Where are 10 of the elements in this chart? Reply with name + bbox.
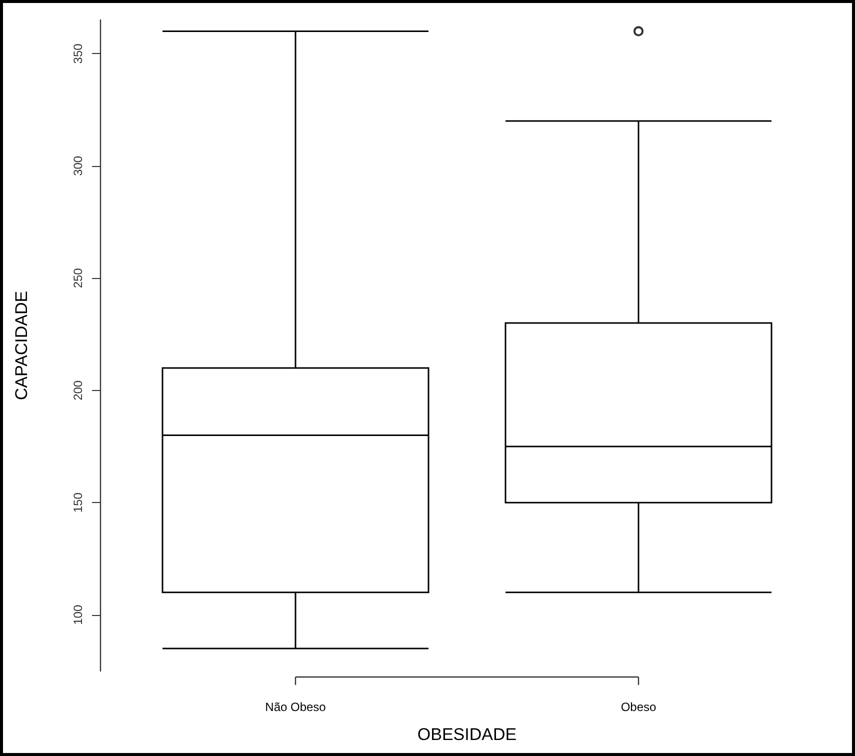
y-tick-label: 300 <box>71 156 85 176</box>
x-axis-title: OBESIDADE <box>417 725 517 744</box>
y-axis-title: CAPACIDADE <box>12 290 31 400</box>
y-tick-label: 350 <box>71 43 85 64</box>
y-tick-label: 200 <box>71 380 85 400</box>
y-tick-label: 100 <box>71 604 85 625</box>
x-tick-label: Não Obeso <box>265 700 326 714</box>
y-tick-label: 150 <box>71 492 85 513</box>
x-tick-label: Obeso <box>620 700 656 714</box>
y-tick-label: 250 <box>71 268 85 288</box>
